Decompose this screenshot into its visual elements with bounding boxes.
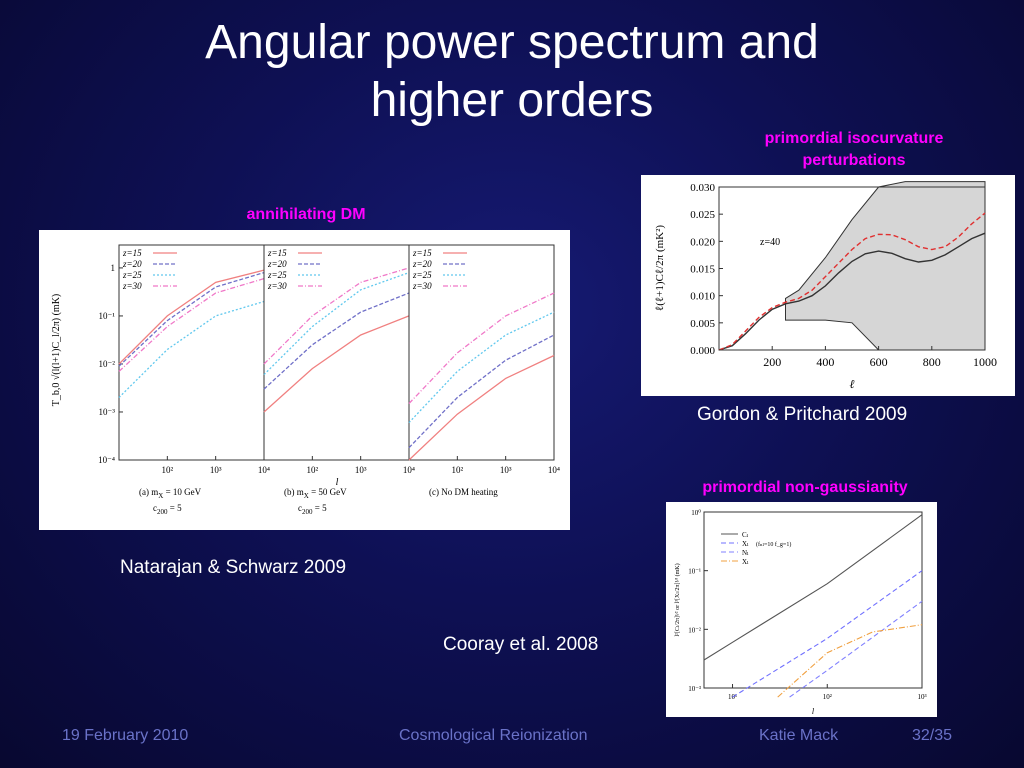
y-axis-label: ℓ(ℓ+1)Cℓ/2π (mK²) xyxy=(654,225,666,311)
y-tick-label: 0.000 xyxy=(690,345,715,357)
series-line-z-20 xyxy=(118,271,265,367)
series-line-2 xyxy=(789,600,923,698)
plot-frame xyxy=(703,511,923,689)
legend-label: z=30 xyxy=(267,281,287,291)
redshift-annotation: z=40 xyxy=(760,237,780,248)
footer-page: 32/35 xyxy=(912,727,953,744)
panel-caption-2: c200 = 5 xyxy=(298,503,327,516)
annihilating-dm-label: annihilating DM xyxy=(246,206,366,223)
natarajan-citation: Natarajan & Schwarz 2009 xyxy=(120,557,347,578)
series-line-0 xyxy=(703,514,923,661)
legend-label: Xₗ xyxy=(742,540,749,548)
slide-title: Angular power spectrum and higher orders xyxy=(205,16,819,127)
annihilating-y-axis-label: T_b,0 √(l(l+1)C_l/2π) (mK) xyxy=(51,294,62,407)
footer-event: Cosmological Reionization xyxy=(399,727,588,744)
isocurvature-figure: 0.000 0.005 0.010 0.015 0.020 0.025 0.030 200 40… xyxy=(641,175,1015,396)
legend-label: z=20 xyxy=(267,259,287,269)
legend-label: z=20 xyxy=(412,259,432,269)
x-tick-label: 10⁴ xyxy=(403,465,415,475)
cooray-citation: Cooray et al. 2008 xyxy=(443,634,599,655)
isocurvature-chart: 0.000 0.005 0.010 0.015 0.020 0.025 0.030 200 40… xyxy=(654,181,997,391)
series-line-z-30 xyxy=(118,277,265,372)
y-axis-label: l²[Cₗ/2π]¹⁄² or l³[Xₗ/2π]¹⁄³ (mK) xyxy=(674,563,681,636)
panel-frame xyxy=(408,244,555,461)
y-tick-label: 10⁻¹ xyxy=(688,568,701,576)
annihilating-dm-figure: T_b,0 √(l(l+1)C_l/2π) (mK) 1 10⁻¹ 10⁻² 10⁻³ 1… xyxy=(39,230,570,530)
y-tick-label: 10⁻² xyxy=(688,626,701,634)
x-tick-label: 10³ xyxy=(210,465,222,475)
annihilating-x-axis-label: l xyxy=(336,477,339,488)
isocurvature-label: primordial isocurvature perturbations xyxy=(764,130,944,169)
isocurvature-line xyxy=(718,212,986,351)
y-tick-label: 0.020 xyxy=(690,236,715,248)
series-line-z-15 xyxy=(263,315,410,413)
legend-label: Nₗ xyxy=(742,549,749,557)
series-line-z-25 xyxy=(118,300,265,398)
series-line-z-15 xyxy=(118,269,265,365)
panel-caption: (a) mX = 10 GeV xyxy=(139,487,202,500)
x-tick-label: 10² xyxy=(823,693,832,701)
non-gaussianity-label: primordial non-gaussianity xyxy=(702,479,908,496)
legend-label: Xₗ xyxy=(742,558,749,566)
x-axis-label: l xyxy=(812,707,815,716)
series-line-z-20 xyxy=(408,334,555,449)
series-line-z-30 xyxy=(408,292,555,404)
y-tick-label: 10⁻⁴ xyxy=(98,455,115,465)
footer-date: 19 February 2010 xyxy=(62,727,189,744)
x-tick-label: 1000 xyxy=(973,355,997,369)
series-line-z-20 xyxy=(263,292,410,390)
x-tick-label: 200 xyxy=(763,355,781,369)
y-tick-label: 10⁻³ xyxy=(99,407,116,417)
y-tick-label: 0.025 xyxy=(690,209,715,221)
y-tick-label: 1 xyxy=(111,263,116,273)
x-tick-label: 10² xyxy=(306,465,318,475)
legend-label: z=30 xyxy=(412,281,432,291)
x-tick-label: 10² xyxy=(451,465,463,475)
gordon-citation: Gordon & Pritchard 2009 xyxy=(697,404,908,425)
legend-label: z=20 xyxy=(122,259,142,269)
x-tick-label: 10⁴ xyxy=(258,465,270,475)
x-tick-label: 10² xyxy=(161,465,173,475)
legend-label: z=15 xyxy=(267,248,287,258)
footer-author: Katie Mack xyxy=(759,727,839,744)
y-tick-label: 10⁻² xyxy=(99,359,116,369)
legend-label: z=25 xyxy=(122,270,142,280)
legend-label: z=15 xyxy=(412,248,432,258)
fiducial-line xyxy=(718,232,986,351)
y-tick-label: 0.030 xyxy=(690,182,715,194)
panel-caption: (b) mX = 50 GeV xyxy=(284,487,347,500)
x-tick-label: 400 xyxy=(816,355,834,369)
annihilating-dm-chart: T_b,0 √(l(l+1)C_l/2π) (mK) 1 10⁻¹ 10⁻² 10⁻³ 1… xyxy=(51,244,560,516)
y-tick-label: 0.005 xyxy=(690,318,715,330)
legend-label: z=30 xyxy=(122,281,142,291)
series-line-3 xyxy=(777,624,923,698)
non-gaussianity-figure: 10⁰ 10⁻¹ 10⁻² 10⁻³ 10¹ 10² 10³ Cₗ Xₗ Nₗ Xₗ (fₙₗ=10 … xyxy=(666,502,937,717)
y-tick-label: 10⁻¹ xyxy=(99,311,116,321)
x-axis-label: ℓ xyxy=(850,377,855,391)
panel-caption-2: c200 = 5 xyxy=(153,503,182,516)
uncertainty-band xyxy=(785,181,986,351)
series-line-z-15 xyxy=(408,354,555,461)
series-line-z-25 xyxy=(408,311,555,424)
legend-note: (fₙₗ=10 f_g=1) xyxy=(756,541,791,548)
panel-caption: (c) No DM heating xyxy=(429,487,498,497)
x-tick-label: 10³ xyxy=(917,693,926,701)
y-tick-label: 0.015 xyxy=(690,264,715,276)
x-tick-label: 600 xyxy=(870,355,888,369)
legend-label: z=25 xyxy=(412,270,432,280)
series-line-1 xyxy=(732,570,923,698)
y-tick-label: 10⁻³ xyxy=(688,685,701,693)
x-tick-label: 10³ xyxy=(500,465,512,475)
legend-label: z=15 xyxy=(122,248,142,258)
x-tick-label: 800 xyxy=(923,355,941,369)
x-tick-label: 10⁴ xyxy=(548,465,560,475)
y-tick-label: 10⁰ xyxy=(691,509,701,517)
x-tick-label: 10³ xyxy=(355,465,367,475)
legend-label: z=25 xyxy=(267,270,287,280)
y-tick-label: 0.010 xyxy=(690,291,715,303)
legend-label: Cₗ xyxy=(742,531,749,539)
series-line-z-30 xyxy=(263,267,410,365)
